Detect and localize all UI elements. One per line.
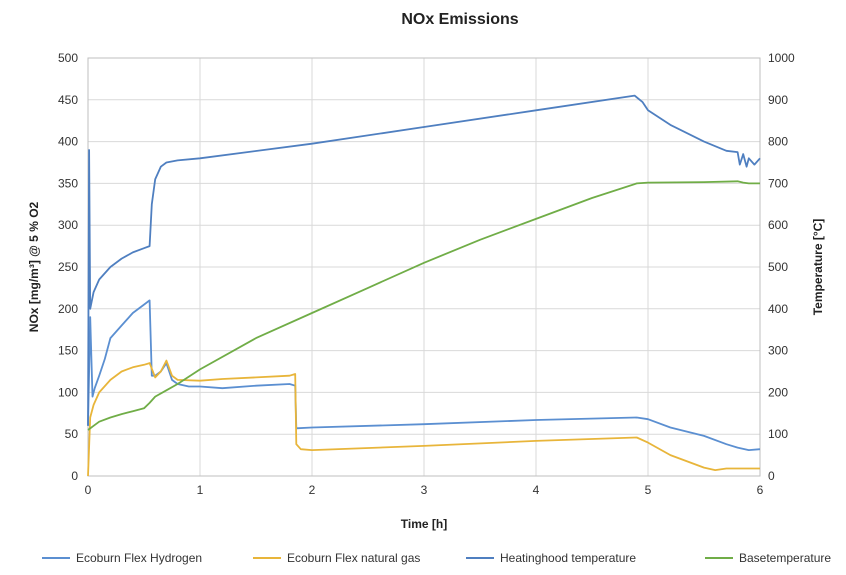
y2-tick-label: 100: [768, 427, 788, 441]
series-line-1: [87, 359, 760, 477]
series-line-3: [87, 180, 760, 431]
y2-axis-title: Temperature [°C]: [811, 219, 825, 316]
y-tick-label: 250: [58, 260, 78, 274]
axis-ticks: 0 1 2 3 4 5 6050100150200250300350400450500010…: [58, 51, 795, 497]
legend-label: Ecoburn Flex Hydrogen: [76, 551, 202, 565]
y-tick-label: 200: [58, 302, 78, 316]
y-tick-label: 450: [58, 93, 78, 107]
x-tick-label: 2: [309, 483, 316, 497]
y2-tick-label: 900: [768, 93, 788, 107]
x-tick-label: 6: [757, 483, 764, 497]
legend-label: Basetemperature: [739, 551, 831, 565]
y2-tick-label: 800: [768, 135, 788, 149]
y-tick-label: 0: [71, 469, 78, 483]
y-axis-title: NOx [mg/m³] @ 5 % O2: [27, 201, 41, 332]
chart-title: NOx Emissions: [401, 11, 518, 28]
y-tick-label: 50: [65, 427, 79, 441]
legend-label: Ecoburn Flex natural gas: [287, 551, 420, 565]
y2-tick-label: 200: [768, 385, 788, 399]
x-tick-label: 5: [645, 483, 652, 497]
x-tick-label: 0: [85, 483, 92, 497]
y-tick-label: 350: [58, 176, 78, 190]
gridlines: [87, 57, 761, 477]
legend: Ecoburn Flex Hydrogen Ecoburn Flex natura…: [42, 551, 831, 565]
x-tick-label: 4: [533, 483, 540, 497]
y-tick-label: 500: [58, 51, 78, 65]
y2-tick-label: 0: [768, 469, 775, 483]
y2-tick-label: 700: [768, 176, 788, 190]
y-tick-label: 100: [58, 385, 78, 399]
series-line-2: [87, 94, 761, 426]
y-tick-label: 150: [58, 344, 78, 358]
x-tick-label: 1: [197, 483, 204, 497]
y2-tick-label: 1000: [768, 51, 795, 65]
y2-tick-label: 500: [768, 260, 788, 274]
series-line-0: [87, 299, 761, 452]
legend-label: Heatinghood temperature: [500, 551, 636, 565]
y-tick-label: 300: [58, 218, 78, 232]
y2-tick-label: 600: [768, 218, 788, 232]
x-tick-label: 3: [421, 483, 428, 497]
y2-tick-label: 400: [768, 302, 788, 316]
y-tick-label: 400: [58, 135, 78, 149]
x-axis-title: Time [h]: [401, 517, 447, 531]
y2-tick-label: 300: [768, 344, 788, 358]
series-lines: [87, 94, 761, 477]
